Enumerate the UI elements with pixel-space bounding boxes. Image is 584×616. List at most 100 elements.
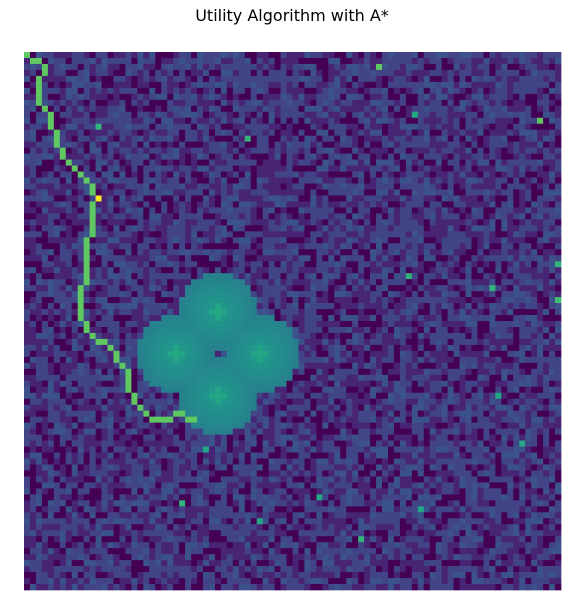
heatmap-cell <box>334 177 341 184</box>
heatmap-cell <box>435 99 443 107</box>
heatmap-cell <box>29 255 37 262</box>
heatmap-cell <box>197 243 204 250</box>
heatmap-cell <box>387 111 395 119</box>
heatmap-cell <box>417 93 425 101</box>
heatmap-cell <box>244 52 252 59</box>
heatmap-cell <box>471 362 478 370</box>
heatmap-cell <box>405 326 413 334</box>
heatmap-cell <box>298 261 305 268</box>
heatmap-cell <box>513 213 520 220</box>
heatmap-cell <box>47 165 55 172</box>
heatmap-cell <box>507 111 514 119</box>
heatmap-cell <box>555 213 562 220</box>
heatmap-cell <box>435 321 443 328</box>
heatmap-cell <box>173 231 180 238</box>
heatmap-cell <box>101 374 108 382</box>
heatmap-cell <box>459 81 466 89</box>
heatmap-cell <box>101 338 108 346</box>
heatmap-cell <box>519 105 526 113</box>
heatmap-cell <box>179 117 186 125</box>
heatmap-cell <box>340 285 347 292</box>
heatmap-cell <box>322 111 329 119</box>
heatmap-cell <box>364 69 371 77</box>
heatmap-cell <box>244 243 252 250</box>
heatmap-cell <box>435 111 443 119</box>
heatmap-cell <box>483 338 490 346</box>
heatmap-cell <box>197 99 204 107</box>
heatmap-cell <box>382 368 389 376</box>
heatmap-cell <box>459 207 466 214</box>
heatmap-cell <box>346 189 353 196</box>
heatmap-cell <box>376 326 383 334</box>
heatmap-cell <box>274 231 281 238</box>
heatmap-cell <box>113 93 120 101</box>
heatmap-cell <box>214 117 222 125</box>
heatmap-cell <box>310 147 317 154</box>
heatmap-cell <box>29 356 37 364</box>
heatmap-cell <box>501 368 508 376</box>
heatmap-cell <box>519 326 526 334</box>
heatmap-cell <box>107 303 114 310</box>
heatmap-cell <box>226 362 234 370</box>
heatmap-cell <box>83 237 90 244</box>
heatmap-cell <box>477 117 484 125</box>
heatmap-cell <box>47 69 55 77</box>
heatmap-cell <box>429 273 437 280</box>
heatmap-cell <box>346 267 353 274</box>
heatmap-cell <box>483 99 490 107</box>
heatmap-cell <box>340 374 347 382</box>
heatmap-cell <box>399 315 407 322</box>
heatmap-cell <box>417 171 425 178</box>
heatmap-cell <box>549 267 556 274</box>
heatmap-cell <box>214 93 222 101</box>
heatmap-cell <box>543 231 550 238</box>
heatmap-cell <box>310 63 317 71</box>
heatmap-cell <box>125 267 132 274</box>
heatmap-cell <box>477 99 484 107</box>
heatmap-cell <box>286 57 293 65</box>
heatmap-cell <box>310 321 317 328</box>
heatmap-cell <box>268 309 275 316</box>
heatmap-cell <box>411 279 419 286</box>
heatmap-cell <box>387 135 395 143</box>
heatmap-cell <box>316 117 323 125</box>
heatmap-cell <box>226 165 234 172</box>
heatmap-cell <box>29 297 37 304</box>
heatmap-cell <box>191 350 198 358</box>
heatmap-cell <box>304 141 311 148</box>
heatmap-cell <box>191 297 198 304</box>
heatmap-cell <box>250 105 258 113</box>
heatmap-cell <box>137 81 144 89</box>
heatmap-cell <box>453 267 460 274</box>
heatmap-cell <box>346 237 353 244</box>
heatmap-cell <box>226 326 234 334</box>
heatmap-cell <box>197 231 204 238</box>
heatmap-cell <box>53 57 61 65</box>
heatmap-cell <box>304 344 311 352</box>
heatmap-cell <box>113 159 120 166</box>
heatmap-cell <box>101 52 108 59</box>
heatmap-cell <box>441 368 448 376</box>
heatmap-cell <box>59 225 67 232</box>
heatmap-cell <box>191 69 198 77</box>
heatmap-cell <box>53 159 61 166</box>
heatmap-cell <box>274 177 281 184</box>
heatmap-cell <box>489 105 496 113</box>
heatmap-cell <box>543 309 550 316</box>
heatmap-cell <box>208 374 216 382</box>
heatmap-cell <box>77 57 85 65</box>
heatmap-cell <box>346 147 353 154</box>
heatmap-cell <box>208 207 216 214</box>
heatmap-cell <box>286 368 293 376</box>
heatmap-cell <box>376 99 383 107</box>
heatmap-cell <box>238 237 246 244</box>
heatmap-cell <box>495 255 502 262</box>
heatmap-cell <box>71 141 79 148</box>
heatmap-cell <box>47 255 55 262</box>
heatmap-cell <box>340 63 347 71</box>
heatmap-cell <box>310 219 317 226</box>
heatmap-cell <box>167 93 174 101</box>
heatmap-cell <box>214 261 222 268</box>
heatmap-cell <box>256 368 264 376</box>
heatmap-cell <box>185 195 192 202</box>
